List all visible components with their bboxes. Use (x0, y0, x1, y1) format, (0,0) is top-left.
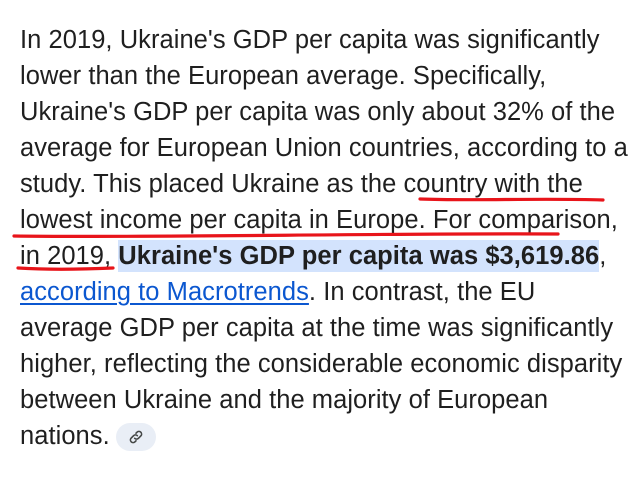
response-text: In 2019, Ukraine's GDP per capita was si… (20, 22, 632, 454)
answer-text-part2: For comparison, in 2019, (20, 206, 618, 270)
link-icon (128, 429, 144, 445)
answer-text-part1: In 2019, Ukraine's GDP per capita was si… (20, 26, 628, 198)
underlined-phrase: Ukraine as the country with the lowest i… (20, 170, 583, 234)
highlighted-fact[interactable]: Ukraine's GDP per capita was $3,619.86 (118, 240, 600, 272)
answer-separator: , (599, 242, 607, 270)
answer-text-part3: . In contrast, the EU average GDP per ca… (20, 278, 623, 450)
answer-paragraph: In 2019, Ukraine's GDP per capita was si… (20, 22, 632, 454)
source-link-macrotrends[interactable]: according to Macrotrends (20, 278, 309, 306)
source-chip-button[interactable] (115, 423, 156, 452)
